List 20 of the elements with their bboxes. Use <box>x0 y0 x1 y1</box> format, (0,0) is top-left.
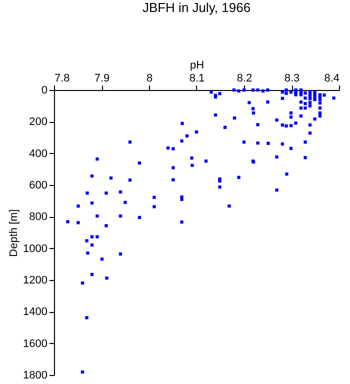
y-tick-label: 800 <box>29 211 48 224</box>
y-tick-label: 1000 <box>23 242 48 255</box>
y-tick-label: 1800 <box>23 370 48 382</box>
y-tick-label: 1400 <box>23 306 48 318</box>
chart-title: JBFH in July, 1966 <box>142 0 251 15</box>
x-tick-label: 8.4 <box>324 72 340 84</box>
y-tick-label: 200 <box>29 116 48 128</box>
y-tick-label: 400 <box>29 148 48 160</box>
y-tick-label: 1200 <box>23 274 48 286</box>
x-axis-title: pH <box>190 60 204 72</box>
x-tick-label: 8.3 <box>284 72 300 84</box>
y-tick-label: 1600 <box>23 338 48 350</box>
x-tick-label: 8.1 <box>189 72 205 84</box>
x-tick-label: 7.9 <box>94 72 110 84</box>
y-tick-label: 0 <box>41 84 48 96</box>
y-tick-label: 600 <box>29 180 48 192</box>
y-axis-title: Depth [m] <box>8 209 20 257</box>
x-tick-label: 8 <box>146 72 153 84</box>
x-tick-label: 8.2 <box>236 72 252 84</box>
x-tick-label: 7.8 <box>54 72 70 84</box>
